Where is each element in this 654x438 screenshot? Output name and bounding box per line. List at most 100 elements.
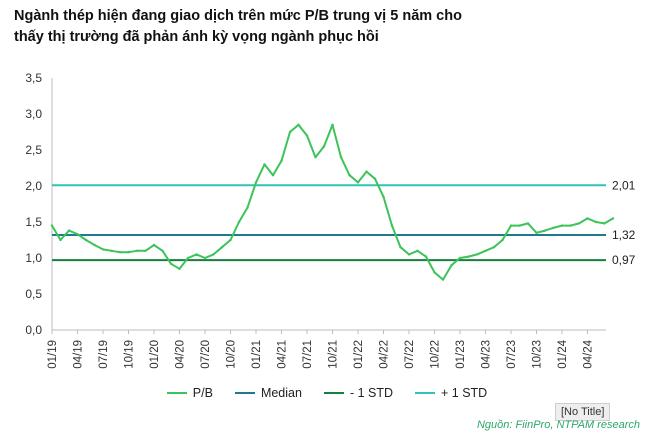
x-tick-label: 01/20: [149, 340, 161, 369]
x-tick-label: 04/21: [277, 340, 289, 369]
data-point-pb: [356, 181, 360, 184]
data-point-pb: [229, 238, 232, 242]
data-point-pb: [161, 249, 164, 252]
legend-label-minus-std: - 1 STD: [349, 386, 393, 400]
data-point-pb: [76, 233, 79, 236]
data-point-pb: [101, 248, 105, 251]
data-point-pb: [407, 253, 411, 256]
data-point-pb: [501, 238, 504, 242]
y-tick-label: 3,5: [25, 71, 42, 85]
data-point-pb: [492, 246, 496, 249]
y-tick-label: 2,5: [25, 143, 42, 157]
data-point-pb: [314, 156, 317, 159]
data-point-pb: [560, 224, 564, 227]
data-point-pb: [484, 249, 487, 252]
legend-item-plus-std[interactable]: + 1 STD: [415, 384, 487, 402]
data-point-pb: [263, 163, 266, 166]
x-tick-label: 01/23: [455, 340, 467, 369]
data-point-pb: [110, 249, 113, 252]
data-point-pb: [254, 181, 258, 184]
data-point-pb: [526, 222, 530, 225]
reference-line-label: 0,97: [612, 253, 636, 267]
x-tick-label: 07/22: [404, 340, 416, 369]
data-point-pb: [144, 249, 147, 252]
x-tick-label: 07/23: [506, 340, 518, 369]
x-tick-label: 04/20: [175, 340, 187, 369]
data-point-pb: [450, 264, 453, 267]
data-point-pb: [186, 256, 190, 260]
y-tick-label: 1,5: [25, 215, 42, 229]
y-tick-label: 2,0: [25, 179, 42, 193]
data-point-pb: [416, 249, 419, 252]
reference-line-label: 1,32: [612, 228, 636, 242]
data-point-pb: [467, 255, 470, 258]
data-point-pb: [569, 224, 572, 227]
x-tick-label: 10/19: [124, 340, 136, 369]
data-point-pb: [577, 222, 581, 225]
y-tick-label: 0,0: [25, 323, 42, 337]
data-point-pb: [424, 255, 428, 258]
legend-swatch-minus-std: [323, 392, 344, 394]
y-tick-label: 0,5: [25, 287, 42, 301]
data-point-pb: [603, 222, 606, 225]
data-point-pb: [118, 251, 122, 254]
data-point-pb: [382, 195, 385, 198]
data-point-pb: [433, 271, 436, 274]
data-point-pb: [399, 246, 402, 249]
data-point-pb: [611, 217, 615, 220]
data-point-pb: [59, 238, 62, 242]
data-point-pb: [441, 278, 445, 281]
x-tick-label: 01/24: [557, 339, 569, 368]
data-point-pb: [152, 243, 156, 247]
data-point-pb: [195, 253, 198, 256]
data-point-pb: [322, 145, 326, 148]
source-note: Nguồn: FiinPro, NTPAM research: [476, 419, 640, 431]
x-tick-label: 04/24: [583, 339, 595, 368]
legend-swatch-median: [234, 392, 255, 394]
legend-swatch-pb: [166, 392, 187, 394]
reference-lines: 1,32 0,97 2,01: [52, 178, 636, 267]
legend-label-median: Median: [260, 386, 302, 400]
legend-label-pb: P/B: [192, 386, 213, 400]
x-tick-label: 10/23: [532, 340, 544, 369]
legend-label-plus-std: + 1 STD: [441, 386, 488, 400]
data-point-pb: [373, 177, 377, 180]
data-point-pb: [220, 246, 224, 249]
x-tick-label: 04/22: [379, 340, 391, 369]
data-point-pb: [280, 159, 283, 162]
chart-axes: [51, 78, 606, 331]
y-tick-label: 3,0: [25, 107, 42, 121]
chart-title-line-2: thấy thị trường đã phản ánh kỳ vọng ngàn…: [14, 29, 379, 45]
legend-swatch-plus-std: [415, 392, 435, 394]
data-point-pb: [509, 224, 513, 227]
legend-item-minus-std[interactable]: - 1 STD: [323, 384, 393, 402]
x-tick-label: 07/19: [98, 340, 110, 369]
data-point-pb: [475, 253, 479, 256]
x-tick-label: 07/21: [302, 340, 314, 369]
data-point-pb: [297, 123, 300, 127]
chart-title: Ngành thép hiện đang giao dịch trên mức …: [14, 6, 614, 48]
data-point-pb: [127, 251, 130, 254]
data-point-pb: [212, 253, 215, 256]
x-tick-label: 10/20: [226, 340, 238, 369]
data-point-pb: [237, 220, 241, 224]
data-point-pb: [365, 170, 368, 173]
reference-line-label: 2,01: [612, 178, 636, 192]
legend-item-pb[interactable]: P/B: [166, 384, 213, 402]
data-point-pb: [271, 174, 275, 177]
data-point-pb: [518, 224, 521, 227]
y-tick-label: 1,0: [25, 251, 42, 265]
legend-item-median[interactable]: Median: [234, 384, 302, 402]
x-tick-label: 01/19: [47, 340, 59, 369]
x-tick-label: 04/23: [481, 340, 493, 369]
x-tick-label: 01/21: [251, 340, 263, 369]
data-point-pb: [93, 243, 96, 247]
data-point-pb: [203, 256, 207, 260]
data-point-pb: [135, 249, 139, 252]
chart-tooltip: [No Title]: [555, 403, 611, 421]
data-point-pb: [543, 229, 547, 232]
chart-ticks: 0,0 0,5 1,0 1,5 2,0 2,5 3,0 3,5 01/19 04/19 07/19 1…: [25, 71, 594, 369]
data-point-pb: [50, 224, 54, 227]
chart-series: [50, 123, 615, 281]
